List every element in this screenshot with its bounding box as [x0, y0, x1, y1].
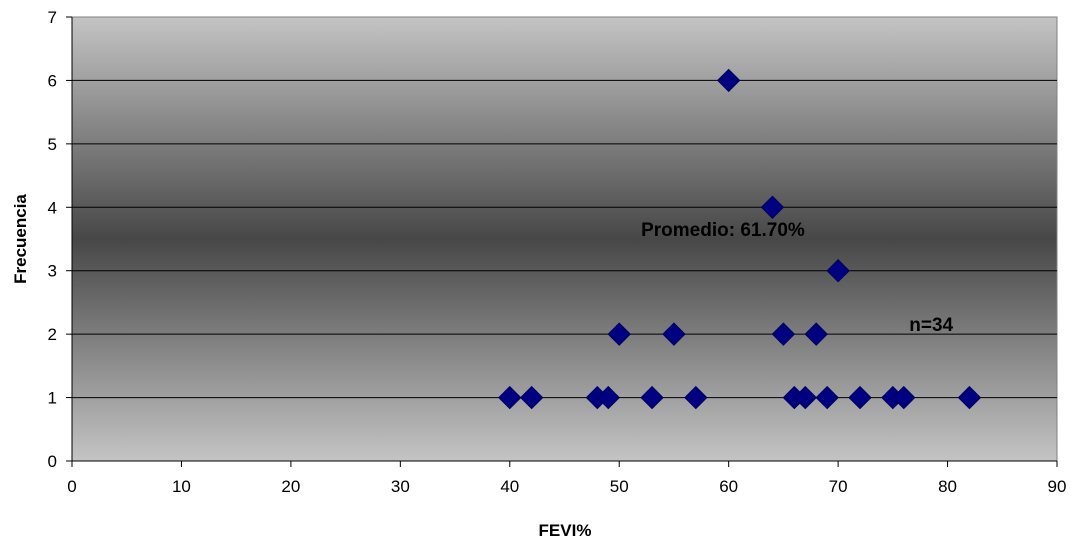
data-point-17 — [848, 385, 872, 410]
x-tick-label-50: 50 — [610, 477, 629, 496]
data-point-10 — [760, 195, 785, 219]
data-point-16 — [826, 259, 850, 283]
data-point-11 — [771, 322, 796, 346]
x-tick-label-70: 70 — [829, 477, 848, 496]
data-point-8 — [684, 385, 708, 410]
data-point-9 — [716, 68, 741, 93]
y-tick-label-5: 5 — [48, 135, 57, 154]
y-tick-label-3: 3 — [48, 262, 57, 281]
x-axis-ticks: 0 10 20 30 40 50 60 70 80 90 — [67, 461, 1066, 496]
x-tick-label-0: 0 — [67, 477, 76, 496]
y-tick-label-0: 0 — [48, 452, 57, 471]
data-point-5 — [607, 322, 631, 346]
x-tick-label-80: 80 — [938, 477, 957, 496]
y-axis-title: Frecuencia — [11, 194, 30, 284]
data-point-14 — [804, 322, 828, 346]
x-axis-title: FEVI% — [539, 521, 592, 540]
data-point-19 — [892, 385, 916, 410]
y-tick-label-7: 7 — [48, 8, 57, 27]
data-point-15 — [815, 385, 839, 410]
axes — [71, 17, 1057, 462]
data-point-6 — [640, 385, 664, 410]
x-tick-label-40: 40 — [500, 477, 519, 496]
x-tick-label-30: 30 — [391, 477, 410, 496]
data-points — [498, 68, 982, 410]
data-point-20 — [957, 385, 982, 410]
x-tick-label-90: 90 — [1048, 477, 1067, 496]
y-tick-label-4: 4 — [48, 198, 57, 217]
data-point-13 — [793, 385, 817, 410]
x-tick-label-20: 20 — [281, 477, 300, 496]
x-tick-label-60: 60 — [719, 477, 738, 496]
x-tick-label-10: 10 — [172, 477, 191, 496]
y-tick-label-2: 2 — [48, 325, 57, 344]
data-point-2 — [519, 385, 544, 410]
data-point-1 — [498, 385, 522, 410]
annotation-1: Promedio: 61.70% — [641, 220, 805, 241]
y-axis-ticks: 0 1 2 3 4 5 6 7 — [48, 8, 72, 471]
annotations: Promedio: 61.70% n=34 — [641, 220, 953, 336]
data-point-4 — [596, 385, 620, 410]
y-tick-label-6: 6 — [48, 71, 57, 90]
data-point-7 — [662, 322, 686, 346]
annotation-2: n=34 — [909, 315, 953, 336]
y-tick-label-1: 1 — [48, 389, 57, 408]
